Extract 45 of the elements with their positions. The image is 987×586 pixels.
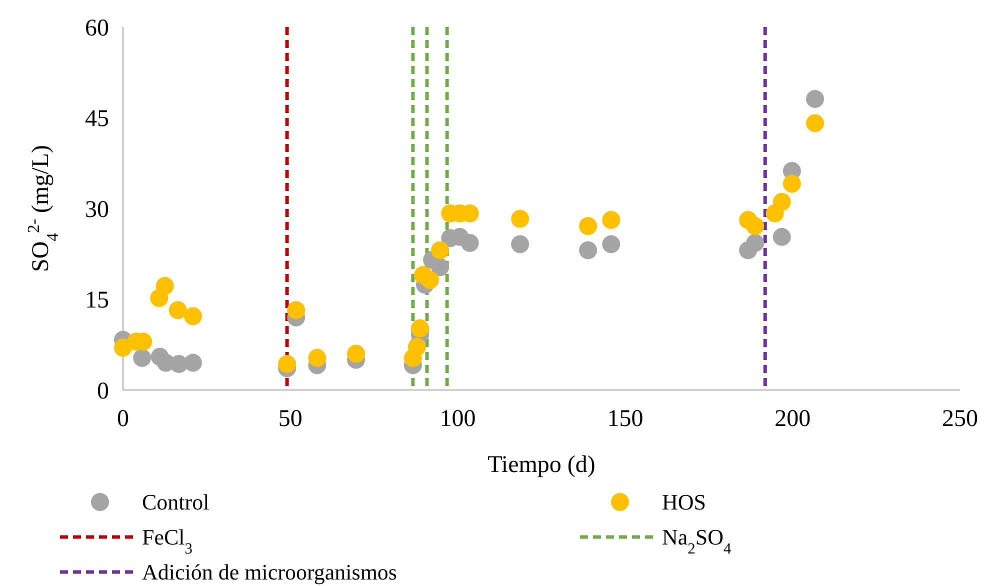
point: [579, 241, 598, 260]
point: [511, 235, 530, 254]
point: [431, 241, 450, 260]
point: [806, 90, 824, 108]
point: [184, 354, 202, 372]
point: [772, 228, 791, 246]
x-axis-title: Tiempo (d): [488, 452, 596, 478]
x-tick-label: 50: [278, 406, 302, 432]
point: [410, 319, 429, 338]
point: [782, 174, 801, 193]
x-tick-label: 0: [117, 406, 129, 432]
point: [746, 217, 764, 236]
legend-label: Na$_{2}$SO$_{4}$: [662, 524, 732, 558]
y-tick-label: 15: [85, 288, 109, 314]
point: [511, 210, 530, 228]
point: [806, 114, 824, 132]
point: [421, 270, 440, 289]
y-tick-label: 30: [85, 196, 109, 223]
point: [168, 301, 187, 320]
point: [347, 344, 366, 363]
point: [746, 234, 764, 252]
legend-label: Adición de microorganismos: [142, 560, 397, 585]
point: [278, 354, 296, 373]
point: [308, 348, 326, 367]
y-tick-label: 45: [85, 106, 109, 132]
point: [772, 192, 791, 211]
legend-label: Control: [142, 490, 210, 515]
point: [184, 307, 202, 326]
y-tick-label: 60: [85, 15, 109, 42]
point: [431, 258, 450, 276]
x-tick-label: 250: [942, 406, 978, 432]
point: [156, 276, 174, 295]
legend-label: HOS: [662, 490, 706, 515]
point: [460, 234, 479, 252]
point: [408, 338, 426, 356]
point: [287, 301, 306, 320]
point: [579, 217, 598, 236]
point: [602, 235, 620, 254]
point: [602, 210, 620, 229]
x-tick-label: 150: [607, 406, 644, 432]
x-tick-label: 200: [774, 406, 811, 432]
point: [133, 348, 152, 367]
legend-label: FeCl$_{3}$: [142, 524, 193, 558]
x-tick-label: 100: [440, 406, 476, 432]
y-tick-label: 0: [97, 378, 109, 404]
